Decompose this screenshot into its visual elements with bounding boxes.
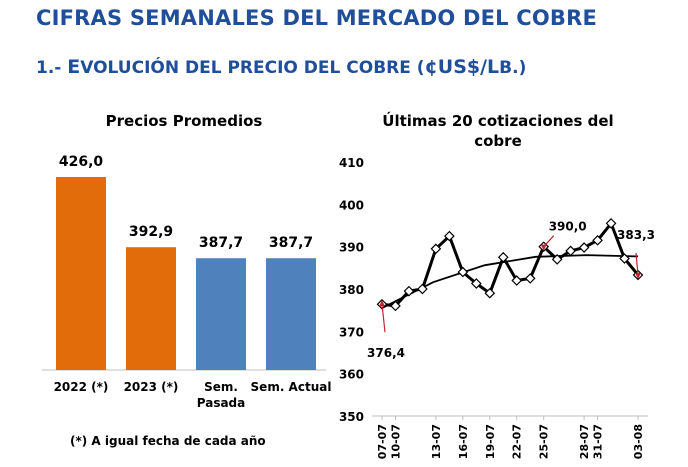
annotation-connector (381, 304, 386, 333)
section-number: 1.- (36, 58, 68, 78)
section-title-text: VOLUCIÓN DEL PRECIO DEL COBRE ( (80, 58, 425, 78)
x-tick-label: 16-07 (457, 424, 470, 459)
bar-category-label: 2023 (*) (124, 380, 179, 394)
bar-category-label: Sem. Actual (251, 380, 332, 394)
section-unit-tail: B.) (499, 58, 527, 78)
annotation-connector (635, 252, 639, 276)
trendline (381, 254, 639, 309)
x-tick-label: 10-07 (389, 424, 402, 459)
y-tick-label: 380 (339, 283, 364, 297)
bar-2 (196, 258, 246, 370)
bar-value-label: 426,0 (59, 154, 104, 170)
y-tick-label: 400 (339, 198, 364, 212)
bar-category-label: Sem. (204, 380, 238, 394)
price-line (381, 221, 640, 308)
bar-category-label: Pasada (197, 396, 246, 410)
annotation-label: 376,4 (367, 346, 405, 360)
bar-category-label: 2022 (*) (54, 380, 109, 394)
bar-3 (266, 258, 316, 370)
page-title: CIFRAS SEMANALES DEL MERCADO DEL COBRE (36, 6, 598, 30)
line-chart-title: Últimas 20 cotizaciones del (382, 111, 613, 130)
data-point-marker (470, 278, 482, 289)
data-point-marker (484, 287, 496, 299)
x-tick-label: 31-07 (592, 424, 605, 459)
data-point-marker (511, 275, 523, 286)
y-tick-label: 370 (339, 325, 364, 339)
bar-value-label: 387,7 (199, 235, 243, 251)
y-tick-label: 410 (339, 156, 364, 170)
data-point-marker (524, 273, 536, 284)
data-point-marker (403, 285, 415, 297)
x-tick-label: 07-07 (376, 424, 389, 459)
data-point-marker (565, 245, 576, 257)
annotation-arrowhead (379, 300, 385, 307)
annotation-arrowhead (635, 273, 641, 280)
bar-chart-title: Precios Promedios (106, 112, 263, 130)
data-point-marker (390, 300, 401, 312)
bar-0 (56, 177, 106, 370)
data-point-marker (444, 230, 455, 242)
x-tick-label: 19-07 (484, 424, 497, 459)
x-tick-label: 13-07 (430, 424, 443, 459)
data-point-marker (592, 234, 603, 246)
data-point-marker (619, 253, 630, 264)
x-tick-label: 03-08 (632, 424, 645, 459)
section-title-initial: E (67, 56, 81, 78)
data-point-marker (578, 242, 590, 253)
x-tick-label: 25-07 (538, 424, 551, 459)
data-point-marker (605, 218, 617, 229)
bar-value-label: 392,9 (129, 224, 173, 240)
data-point-marker (551, 254, 563, 265)
annotation-label: 390,0 (549, 220, 587, 234)
x-tick-label: 28-07 (578, 424, 591, 459)
section-title: 1.- EVOLUCIÓN DEL PRECIO DEL COBRE (¢US$… (36, 56, 526, 78)
data-point-marker (417, 283, 428, 295)
bar-value-label: 387,7 (269, 235, 313, 251)
line-chart-title: cobre (474, 132, 522, 150)
annotation-arrowhead (540, 244, 547, 251)
bar-1 (126, 247, 176, 370)
section-unit: ¢US$/L (424, 56, 500, 78)
annotation-label: 383,3 (617, 228, 655, 242)
y-tick-label: 360 (339, 368, 364, 382)
y-tick-label: 350 (339, 410, 364, 424)
data-point-marker (430, 243, 442, 255)
footnote: (*) A igual fecha de cada año (70, 434, 266, 448)
data-point-marker (497, 251, 509, 263)
y-tick-label: 390 (339, 241, 364, 255)
x-tick-label: 22-07 (511, 424, 524, 459)
data-point-marker (457, 266, 469, 278)
